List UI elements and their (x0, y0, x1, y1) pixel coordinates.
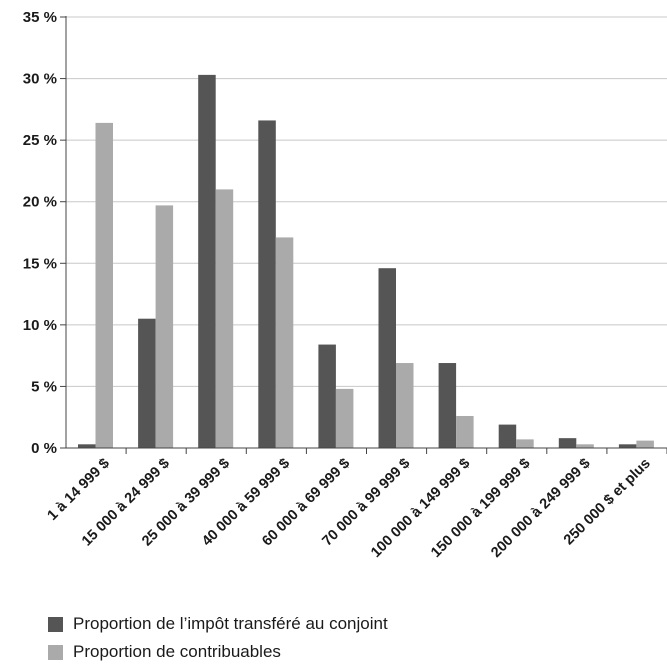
legend-swatch-series-2 (48, 644, 63, 660)
legend-swatch-series-1 (48, 616, 63, 632)
bar-series-2 (456, 415, 474, 448)
y-tick-label: 5 % (31, 378, 57, 395)
x-tick-label: 200 000 à 249 999 $ (488, 456, 593, 561)
bar-series-1 (498, 424, 517, 448)
legend: Proportion de l’impôt transféré au conjo… (48, 610, 388, 666)
bar-series-2 (215, 189, 234, 448)
legend-label-series-1: Proportion de l’impôt transféré au conjo… (73, 614, 388, 633)
bar-series-2 (576, 444, 594, 448)
bar-series-2 (335, 388, 354, 448)
y-tick-label: 30 % (23, 71, 57, 88)
legend-item-series-2: Proportion de contribuables (48, 638, 388, 666)
y-tick-label: 15 % (23, 255, 57, 272)
bar-series-2 (396, 363, 414, 448)
bar-series-2 (275, 237, 294, 448)
bar-series-1 (318, 344, 336, 448)
y-tick-label: 35 % (23, 9, 57, 26)
bar-series-1 (138, 318, 156, 448)
bar-series-1 (258, 120, 276, 448)
bar-series-1 (558, 438, 577, 448)
bar-series-1 (198, 74, 216, 449)
bar-series-1 (438, 363, 457, 448)
y-tick-label: 25 % (23, 132, 57, 149)
x-tick-label: 100 000 à 149 999 $ (368, 456, 473, 561)
y-tick-label: 20 % (23, 194, 57, 211)
bar-series-2 (636, 440, 654, 448)
bar-chart: 0 % 5 % 10 % 15 % 20 % 25 % 30 % 35 % 1 à 14 99… (23, 9, 667, 561)
bar-series-2 (516, 439, 534, 448)
bar-series-2 (155, 205, 174, 448)
x-tick-label: 150 000 à 199 999 $ (428, 456, 533, 561)
x-axis-ticks: 1 à 14 999 $15 000 à 24 999 $25 000 à 39… (45, 448, 667, 561)
bar-series-1 (618, 444, 637, 448)
bars (78, 74, 654, 449)
legend-item-series-1: Proportion de l’impôt transféré au conjo… (48, 610, 388, 638)
bar-series-1 (78, 444, 96, 448)
y-tick-label: 0 % (31, 440, 57, 457)
bar-series-1 (378, 268, 396, 448)
y-tick-label: 10 % (23, 317, 57, 334)
bar-series-2 (95, 122, 113, 448)
y-axis-ticks: 0 % 5 % 10 % 15 % 20 % 25 % 30 % 35 % (23, 9, 66, 457)
legend-label-series-2: Proportion de contribuables (73, 642, 281, 661)
